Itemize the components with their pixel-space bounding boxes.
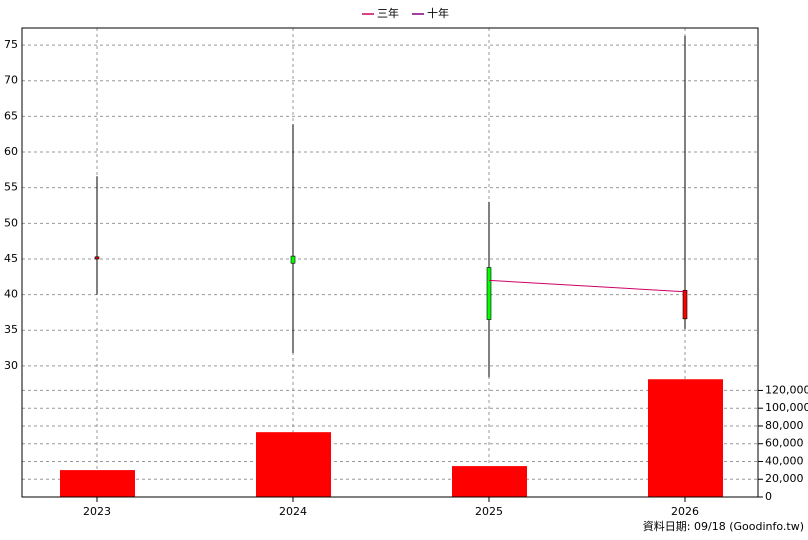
y2-tick-label: 20,000: [765, 472, 804, 485]
y2-tick-label: 100,000: [765, 401, 808, 414]
y-tick-label: 65: [4, 109, 18, 122]
y-tick-label: 40: [4, 288, 18, 301]
y-tick-label: 30: [4, 359, 18, 372]
volume-bar: [256, 432, 331, 497]
y2-tick-label: 60,000: [765, 437, 804, 450]
y2-tick-label: 120,000: [765, 383, 808, 396]
y-tick-label: 50: [4, 216, 18, 229]
y-tick-label: 45: [4, 252, 18, 265]
y-tick-label: 70: [4, 74, 18, 87]
y2-tick-label: 40,000: [765, 454, 804, 467]
volume-bar: [452, 466, 527, 497]
y-tick-label: 55: [4, 181, 18, 194]
volume-bar: [648, 379, 723, 497]
y-tick-label: 35: [4, 323, 18, 336]
x-tick-label: 2023: [83, 505, 111, 518]
candle-body: [486, 267, 492, 320]
y2-tick-label: 80,000: [765, 419, 804, 432]
y2-tick-label: 0: [765, 490, 772, 503]
candle-body: [682, 290, 688, 320]
x-tick-label: 2024: [279, 505, 307, 518]
candle-body: [290, 255, 296, 264]
legend-label: 三年: [377, 6, 399, 20]
y-tick-label: 60: [4, 145, 18, 158]
x-tick-label: 2026: [671, 505, 699, 518]
y-tick-label: 75: [4, 38, 18, 51]
candle-body: [94, 256, 100, 260]
x-tick-label: 2025: [475, 505, 503, 518]
volume-bar: [60, 470, 135, 497]
footnote: 資料日期: 09/18 (Goodinfo.tw): [643, 519, 804, 533]
legend-label: 十年: [427, 6, 449, 20]
ma-line: [488, 279, 686, 293]
